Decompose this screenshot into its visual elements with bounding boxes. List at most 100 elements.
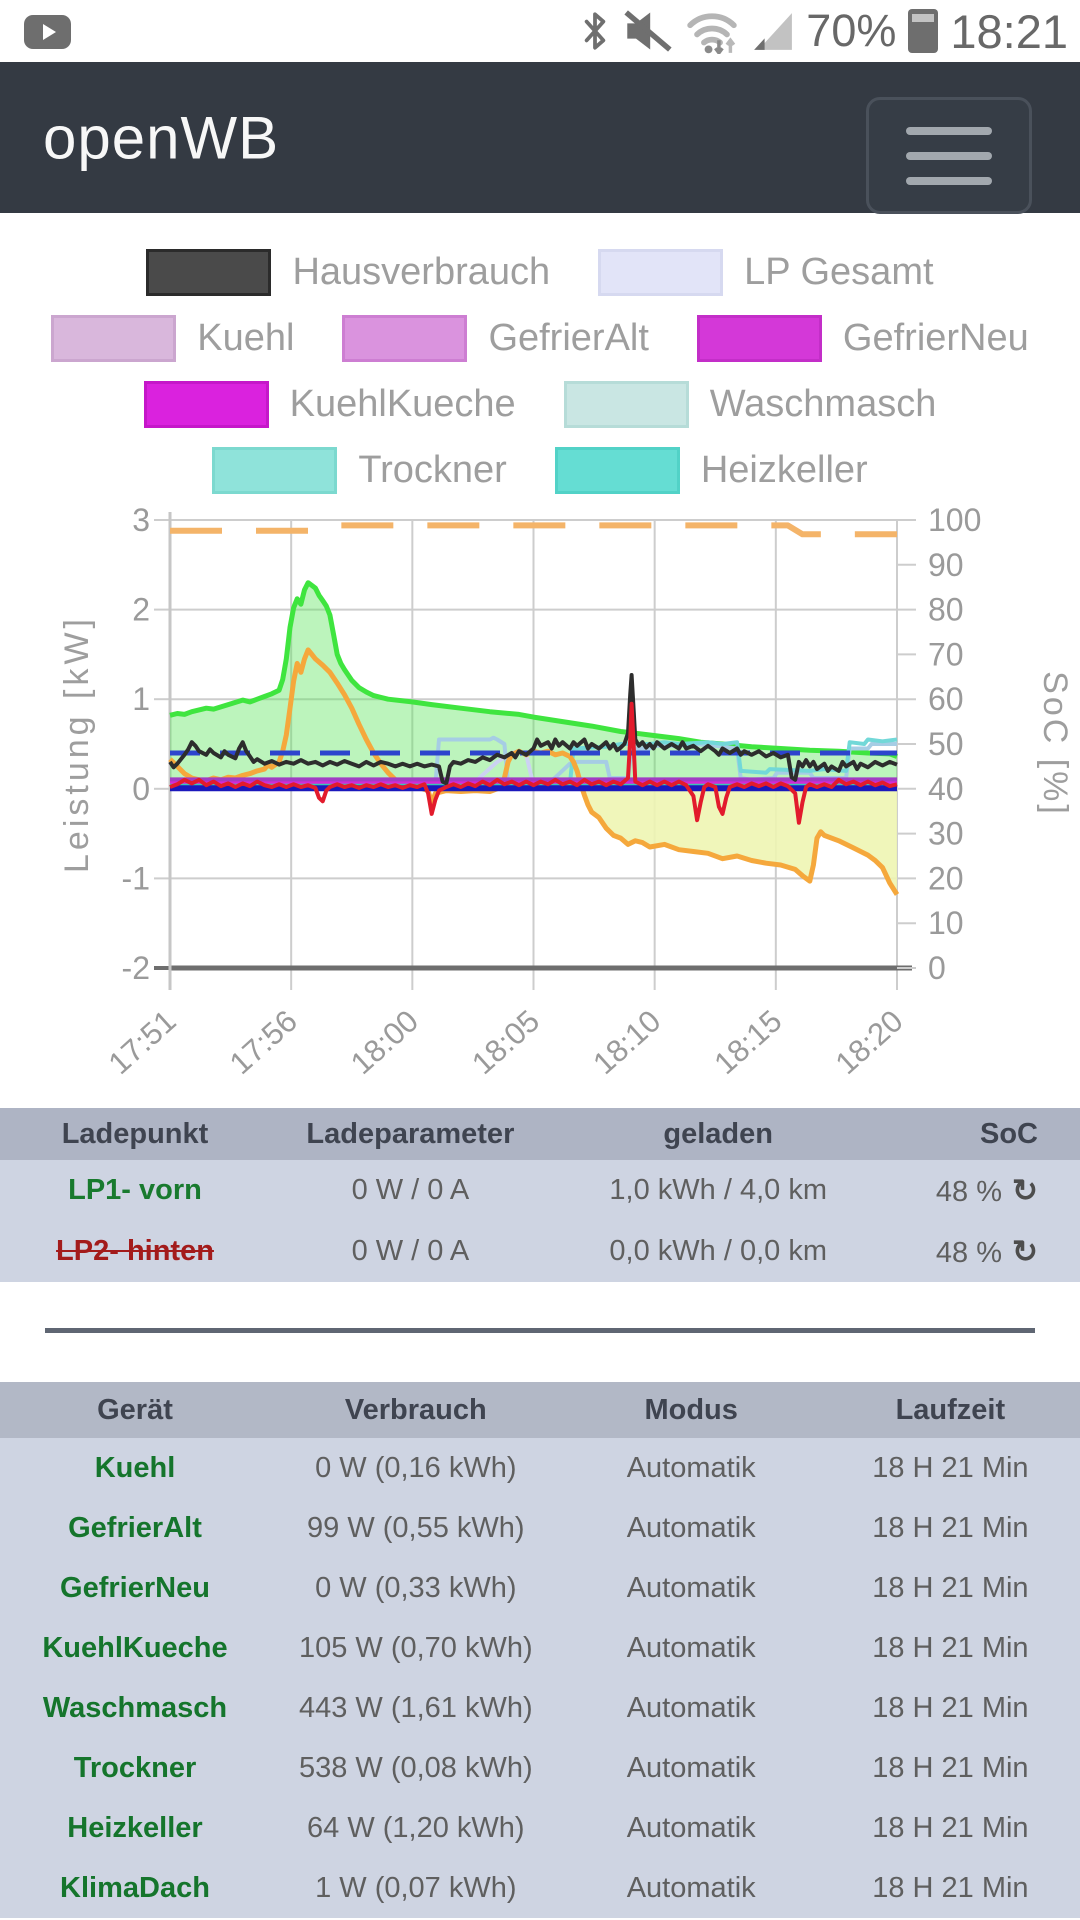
svg-text:30: 30 [928, 816, 964, 852]
charged-energy: 1,0 kWh / 4,0 km [609, 1174, 827, 1206]
device-mode: Automatik [626, 1691, 756, 1724]
svg-text:100: 100 [928, 502, 981, 538]
legend-swatch [143, 381, 269, 428]
svg-text:18:20: 18:20 [829, 1003, 910, 1081]
section-divider [45, 1328, 1035, 1333]
device-name[interactable]: KlimaDach [60, 1871, 210, 1904]
battery-percent: 70% [806, 5, 897, 56]
soc-value: 48 % ↻ [935, 1233, 1038, 1269]
device-mode: Automatik [626, 1631, 756, 1664]
legend-swatch [563, 381, 689, 428]
device-consumption: 1 W (0,07 kWh) [315, 1871, 517, 1904]
device-name[interactable]: GefrierAlt [68, 1511, 202, 1544]
device-table: Gerät Verbrauch Modus Laufzeit Kuehl 0 W (0,… [0, 1382, 1080, 1918]
col-header-verbrauch: Verbrauch [344, 1393, 487, 1426]
device-row: Trockner 538 W (0,08 kWh) Automatik 18 H 21… [0, 1738, 1080, 1798]
device-mode: Automatik [626, 1451, 756, 1484]
device-mode: Automatik [626, 1871, 756, 1904]
svg-text:18:05: 18:05 [465, 1003, 546, 1081]
svg-text:20: 20 [928, 860, 964, 896]
refresh-soc-icon[interactable]: ↻ [1012, 1233, 1038, 1269]
col-header-ladeparameter: Ladeparameter [306, 1117, 515, 1150]
svg-text:17:51: 17:51 [102, 1003, 183, 1081]
device-row: GefrierAlt 99 W (0,55 kWh) Automatik 18 H 2… [0, 1498, 1080, 1558]
svg-text:18:10: 18:10 [586, 1003, 667, 1081]
device-runtime: 18 H 21 Min [872, 1571, 1029, 1604]
refresh-soc-icon[interactable]: ↻ [1012, 1172, 1038, 1208]
device-mode: Automatik [626, 1811, 756, 1844]
legend-swatch [146, 249, 272, 296]
wifi-icon [687, 13, 738, 54]
svg-text:0: 0 [132, 771, 150, 807]
legend-label: Trockner [358, 449, 507, 491]
device-name[interactable]: KuehlKueche [42, 1631, 228, 1664]
col-header-geraet: Gerät [97, 1393, 173, 1426]
chargepoint-table: Ladepunkt Ladeparameter geladen SoC LP1- vo… [0, 1108, 1080, 1282]
svg-text:17:56: 17:56 [223, 1003, 304, 1081]
device-runtime: 18 H 21 Min [872, 1751, 1029, 1784]
legend-label: Kuehl [197, 317, 295, 359]
device-name[interactable]: Waschmasch [42, 1691, 228, 1724]
device-row: Kuehl 0 W (0,16 kWh) Automatik 18 H 21 Min [0, 1438, 1080, 1498]
legend-item-kuehlkueche[interactable]: KuehlKueche [143, 381, 516, 428]
legend-swatch [342, 315, 468, 362]
chargepoint-row: LP2- hinten 0 W / 0 A 0,0 kWh / 0,0 km 48 %… [0, 1221, 1080, 1282]
app-header: openWB [0, 62, 1080, 214]
svg-text:2: 2 [132, 592, 150, 628]
device-name[interactable]: Kuehl [94, 1451, 176, 1484]
chargepoint-name[interactable]: LP2- hinten [56, 1235, 214, 1267]
svg-text:60: 60 [928, 681, 964, 717]
svg-text:18:00: 18:00 [344, 1003, 425, 1081]
legend-label: KuehlKueche [289, 383, 516, 425]
device-row: Heizkeller 64 W (1,20 kWh) Automatik 18 H 2… [0, 1798, 1080, 1858]
chargepoint-name[interactable]: LP1- vorn [68, 1174, 202, 1206]
series-green_pv_area [169, 580, 898, 759]
device-row: GefrierNeu 0 W (0,33 kWh) Automatik 18 H 21… [0, 1558, 1080, 1618]
device-mode: Automatik [626, 1511, 756, 1544]
device-row: KlimaDach 1 W (0,07 kWh) Automatik 18 H 21 … [0, 1858, 1080, 1918]
signal-icon [754, 13, 793, 50]
device-consumption: 0 W (0,33 kWh) [315, 1571, 517, 1604]
legend-item-waschmasch[interactable]: Waschmasch [563, 381, 936, 428]
col-header-modus: Modus [644, 1393, 738, 1426]
device-mode: Automatik [626, 1571, 756, 1604]
device-name[interactable]: Trockner [73, 1751, 197, 1784]
charge-parameters: 0 W / 0 A [351, 1235, 470, 1267]
charged-energy: 0,0 kWh / 0,0 km [609, 1235, 827, 1267]
svg-text:1: 1 [132, 681, 150, 717]
legend-swatch [212, 447, 338, 494]
device-name[interactable]: Heizkeller [67, 1811, 203, 1844]
svg-text:-2: -2 [122, 950, 150, 986]
menu-button[interactable] [866, 97, 1032, 214]
svg-text:-1: -1 [122, 860, 150, 896]
svg-text:10: 10 [928, 905, 964, 941]
device-runtime: 18 H 21 Min [872, 1811, 1029, 1844]
bluetooth-icon [585, 12, 606, 50]
svg-text:Leistung [kW]: Leistung [kW] [58, 615, 96, 873]
chart-canvas: 17:51 17:56 18:00 18:05 18:10 18:15 18:203210-… [58, 502, 1074, 1081]
legend-item-hausverbrauch[interactable]: Hausverbrauch [146, 249, 550, 296]
legend-item-lp-gesamt[interactable]: LP Gesamt [598, 249, 934, 296]
legend-label: LP Gesamt [744, 251, 934, 293]
device-consumption: 99 W (0,55 kWh) [307, 1511, 525, 1544]
series-lightblue_steps [170, 735, 897, 789]
device-consumption: 538 W (0,08 kWh) [298, 1751, 533, 1784]
page-title: openWB [43, 104, 280, 171]
device-row: Waschmasch 443 W (1,61 kWh) Automatik 18 H … [0, 1678, 1080, 1738]
legend-item-gefrieralt[interactable]: GefrierAlt [342, 315, 649, 362]
device-consumption: 105 W (0,70 kWh) [298, 1631, 533, 1664]
status-bar: 70% 18:21 [0, 0, 1080, 62]
legend-item-kuehl[interactable]: Kuehl [51, 315, 294, 362]
legend-item-gefrierneu[interactable]: GefrierNeu [696, 315, 1029, 362]
legend-item-trockner[interactable]: Trockner [212, 447, 507, 494]
col-header-ladepunkt: Ladepunkt [61, 1117, 209, 1150]
soc-value: 48 % ↻ [935, 1172, 1038, 1208]
legend-label: Hausverbrauch [292, 251, 551, 293]
col-header-soc: SoC [979, 1117, 1038, 1150]
legend-item-heizkeller[interactable]: Heizkeller [554, 447, 868, 494]
power-soc-chart: 17:51 17:56 18:00 18:05 18:10 18:15 18:20 3 2 1 0-… [0, 492, 1080, 1104]
device-name[interactable]: GefrierNeu [60, 1571, 210, 1604]
legend-swatch [51, 315, 177, 362]
clock: 18:21 [950, 4, 1068, 58]
